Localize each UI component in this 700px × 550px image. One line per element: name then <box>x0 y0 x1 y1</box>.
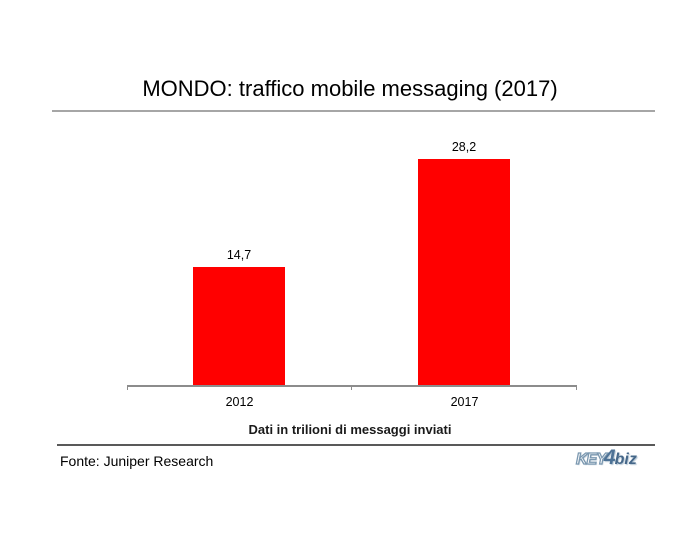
bar-2012: 14,7 <box>193 248 285 385</box>
axis-tick-left <box>127 385 128 390</box>
logo-key-text: KEY <box>575 450 607 468</box>
value-label-2017: 28,2 <box>451 140 477 154</box>
chart-note: Dati in trilioni di messaggi inviati <box>248 422 452 437</box>
logo-four-text: 4 <box>603 446 616 469</box>
footer-divider <box>57 444 655 446</box>
key4biz-logo: KEY4biz <box>575 446 637 471</box>
chart-title: MONDO: traffico mobile messaging (2017) <box>142 76 558 101</box>
axis-tick-middle <box>351 385 352 390</box>
axis-tick-right <box>576 385 577 390</box>
value-label-2012: 14,7 <box>226 248 252 262</box>
title-divider <box>52 110 655 112</box>
plot-area: 14,7 28,2 2012 2017 <box>127 140 577 409</box>
bar-2017: 28,2 <box>418 140 510 385</box>
logo-biz-text: biz <box>614 451 637 468</box>
source-text: Fonte: Juniper Research <box>60 453 214 469</box>
category-label-2017: 2017 <box>450 395 479 409</box>
category-label-2012: 2012 <box>225 395 254 409</box>
